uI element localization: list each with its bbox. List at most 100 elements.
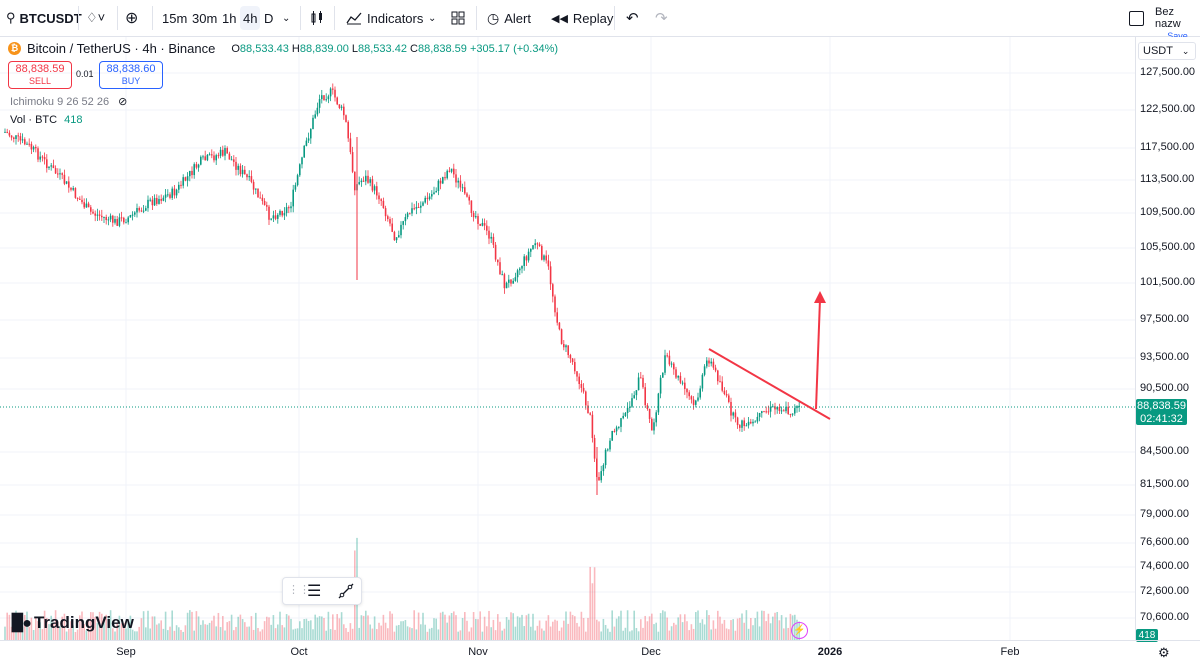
volume-bar [178,627,180,640]
layouts-button[interactable] [451,0,465,36]
volume-bar [523,626,525,640]
candle-body [699,388,701,398]
volume-legend[interactable]: Vol · BTC 418 [10,114,83,126]
candle-body [534,243,536,246]
candle-body [134,212,136,215]
volume-bar [312,629,314,640]
price-chart[interactable] [0,37,1135,640]
candle-body [798,405,800,407]
volume-bar [767,613,770,640]
candle-body [200,156,202,165]
volume-bar [74,631,77,640]
volume-bar [373,616,376,640]
candle-body [147,199,149,209]
candle-body [261,197,264,201]
interval-d[interactable]: D [264,10,274,26]
volume-bar [684,614,686,640]
interval-dropdown[interactable]: ⌄ [282,0,290,36]
candle-body [565,345,567,348]
volume-bar [206,624,209,640]
volume-bar [204,624,206,640]
volume-bar [512,613,514,640]
chart-type-button[interactable] [310,0,324,36]
volume-bar [160,620,162,640]
drawing-toolbar: ⋮⋮ ☰ [282,577,362,605]
candle-body [424,197,426,203]
candle-body [692,399,695,405]
volume-bar [655,622,657,640]
volume-bar [50,615,52,640]
drag-handle-icon[interactable]: ⋮⋮ [288,584,310,596]
volume-bar [382,614,385,640]
price-tick: 90,500.00 [1140,382,1189,394]
volume-bar [532,613,534,640]
volume-bar [277,624,279,640]
volume-bar [222,615,224,640]
series-title: Bitcoin / TetherUS · 4h · Binance [27,41,216,56]
interval-30m[interactable]: 30m [192,10,218,26]
flash-icon[interactable]: ⚡ [791,622,808,639]
candle-body [459,180,462,188]
candle-body [204,156,206,161]
volume-bar [215,626,217,640]
undo-button[interactable]: ↶ [626,0,639,36]
trend-line-icon[interactable] [337,582,355,600]
candle-body [684,382,686,389]
candle-body [409,213,411,215]
volume-bar [211,620,213,640]
candle-body [395,237,398,241]
settings-lines-icon[interactable]: ☰ [307,583,322,600]
candle-body [294,185,297,190]
volume-bar [4,626,6,640]
favorite-dropdown[interactable]: ♢˅ [86,0,105,36]
compare-button[interactable]: ⊕ [125,0,138,36]
currency-selector[interactable]: USDT ⌄ [1138,42,1196,60]
candle-body [373,186,376,191]
replay-button[interactable]: ◀◀ Replay [551,10,614,26]
layout-name[interactable]: Bez nazw Save [1155,6,1188,41]
candle-body [4,131,6,133]
volume-bar [191,611,193,640]
layout-square-icon[interactable] [1129,0,1144,36]
candle-body [657,393,660,413]
candle-body [739,425,741,428]
volume-bar [112,628,114,640]
ichimoku-legend[interactable]: Ichimoku 9 26 52 26 ⊘ [10,96,128,108]
time-tick: Oct [290,646,308,658]
volume-bar [21,626,24,640]
interval-15m[interactable]: 15m [162,10,188,26]
buy-button[interactable]: 88,838.60 BUY [99,61,163,89]
indicators-button[interactable]: Indicators [346,0,423,36]
candle-body [719,381,721,383]
candle-body [228,153,231,160]
candle-body [631,398,633,407]
settings-gear-icon[interactable]: ⚙ [1158,645,1170,660]
interval-4h[interactable]: 4h [240,6,261,30]
candle-body [745,425,748,427]
symbol-search[interactable]: ⚲ BTCUSDT [6,0,82,36]
volume-bar [303,619,305,640]
time-axis[interactable] [0,640,1200,671]
volume-bar [332,614,334,640]
candle-body [263,200,266,206]
price-tick: 127,500.00 [1140,66,1196,78]
candle-body [90,207,92,212]
volume-bar [629,631,631,640]
indicators-dropdown[interactable]: ⌄ [428,0,436,36]
add-circle-icon: ⊕ [125,10,139,27]
candle-body [721,381,723,391]
candle-body [299,164,301,176]
eye-hidden-icon[interactable]: ⊘ [118,96,128,108]
alert-button[interactable]: ◷ Alert [487,9,531,26]
volume-bar [501,630,503,640]
volume-bar [754,618,756,640]
candle-body [340,106,343,108]
candle-body [153,197,156,206]
interval-1h[interactable]: 1h [222,10,237,26]
candle-body [162,197,165,201]
candle-body [763,411,765,413]
candle-body [307,138,310,141]
redo-button[interactable]: ↷ [655,0,668,36]
price-axis[interactable] [1135,37,1200,640]
sell-button[interactable]: 88,838.59 SELL [8,61,72,89]
